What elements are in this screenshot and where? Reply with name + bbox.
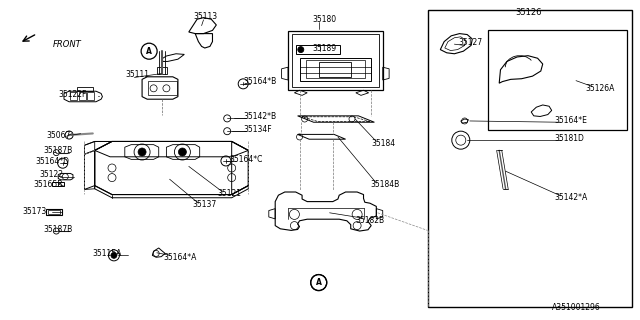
Bar <box>488 30 627 130</box>
Text: 35187B: 35187B <box>44 146 73 155</box>
Text: 35142*B: 35142*B <box>243 112 276 121</box>
Bar <box>306 60 365 78</box>
Bar <box>46 209 62 215</box>
Bar <box>70 92 77 100</box>
Text: 35111: 35111 <box>125 70 150 79</box>
Bar <box>52 182 64 186</box>
Text: 35187B: 35187B <box>44 225 73 234</box>
Bar <box>157 67 167 74</box>
Text: FRONT: FRONT <box>52 40 81 49</box>
Text: 35164*B: 35164*B <box>243 77 276 86</box>
Bar <box>428 10 632 307</box>
Bar <box>48 210 60 214</box>
Text: 35121: 35121 <box>218 189 242 198</box>
Bar <box>79 92 86 100</box>
Bar <box>148 81 177 95</box>
Circle shape <box>111 252 117 258</box>
Circle shape <box>298 47 304 52</box>
Text: A: A <box>146 47 152 56</box>
Text: 35184: 35184 <box>371 139 396 148</box>
Bar <box>300 58 371 81</box>
Text: 35173: 35173 <box>22 207 47 216</box>
Text: 35113: 35113 <box>193 12 218 21</box>
Text: 35134F: 35134F <box>243 125 272 134</box>
Text: A: A <box>316 278 322 287</box>
Bar <box>87 92 94 100</box>
Text: 35142*A: 35142*A <box>554 193 588 202</box>
Text: 35067: 35067 <box>46 131 70 140</box>
Bar <box>288 31 383 90</box>
Text: 35184B: 35184B <box>370 180 399 189</box>
Text: 35115A: 35115A <box>93 249 122 258</box>
Text: 35164*C: 35164*C <box>229 155 262 164</box>
Circle shape <box>179 148 186 156</box>
Text: 35189: 35189 <box>312 44 337 53</box>
Bar <box>296 45 340 54</box>
Text: A351001296: A351001296 <box>552 303 600 312</box>
Text: 35164*D: 35164*D <box>35 157 69 166</box>
Text: 35122F: 35122F <box>59 90 87 99</box>
Text: 35126A: 35126A <box>586 84 615 93</box>
Text: 35181D: 35181D <box>554 134 584 143</box>
Text: 35126: 35126 <box>515 8 541 17</box>
Bar <box>292 34 379 87</box>
Text: 35165B: 35165B <box>33 180 63 189</box>
Text: 35127: 35127 <box>458 38 483 47</box>
Circle shape <box>138 148 146 156</box>
Bar <box>319 62 351 77</box>
Text: 35164*E: 35164*E <box>554 116 587 125</box>
Text: 35122: 35122 <box>40 170 64 179</box>
Text: 35164*A: 35164*A <box>164 253 197 262</box>
Text: 35137: 35137 <box>192 200 216 209</box>
Text: 35182B: 35182B <box>355 216 385 225</box>
Text: 35180: 35180 <box>312 15 337 24</box>
